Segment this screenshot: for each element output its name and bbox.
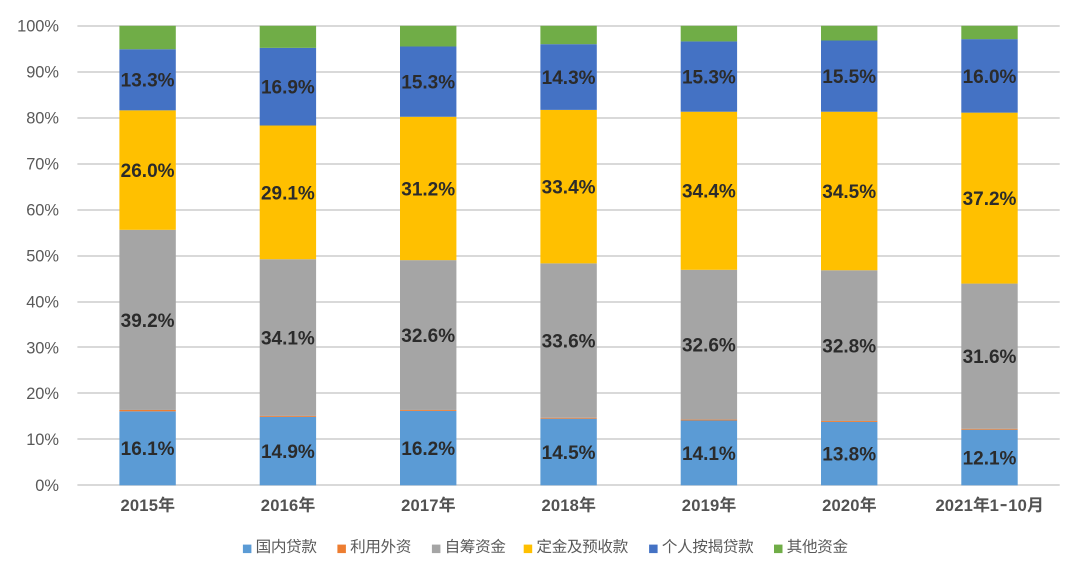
svg-text:12.1%: 12.1%: [963, 448, 1017, 469]
svg-text:32.6%: 32.6%: [682, 336, 736, 357]
svg-text:0: 0: [945, 496, 954, 515]
svg-text:6: 6: [289, 496, 298, 515]
svg-text:0: 0: [411, 496, 420, 515]
svg-text:34.1%: 34.1%: [261, 329, 315, 350]
svg-text:14.3%: 14.3%: [542, 68, 596, 89]
svg-text:20%: 20%: [26, 385, 59, 403]
svg-text:1: 1: [139, 496, 148, 515]
svg-text:37.2%: 37.2%: [963, 189, 1017, 210]
svg-text:50%: 50%: [26, 247, 59, 265]
svg-text:2: 2: [401, 496, 410, 515]
svg-text:2: 2: [121, 496, 130, 515]
svg-text:13.3%: 13.3%: [121, 71, 175, 92]
svg-text:1: 1: [990, 496, 999, 515]
svg-text:32.6%: 32.6%: [401, 326, 455, 347]
svg-text:16.2%: 16.2%: [401, 439, 455, 460]
svg-text:2: 2: [682, 496, 691, 515]
svg-text:16.0%: 16.0%: [963, 67, 1017, 88]
svg-text:5: 5: [149, 496, 158, 515]
svg-text:0: 0: [691, 496, 700, 515]
svg-text:40%: 40%: [26, 293, 59, 311]
svg-text:10%: 10%: [26, 431, 59, 449]
svg-text:1: 1: [701, 496, 710, 515]
svg-text:0: 0: [850, 496, 859, 515]
svg-text:14.9%: 14.9%: [261, 442, 315, 463]
svg-text:26.0%: 26.0%: [121, 161, 175, 182]
svg-text:33.6%: 33.6%: [542, 332, 596, 353]
svg-text:31.2%: 31.2%: [401, 179, 455, 200]
svg-text:100%: 100%: [17, 18, 59, 36]
svg-text:1: 1: [560, 496, 569, 515]
svg-text:2: 2: [261, 496, 270, 515]
svg-text:16.1%: 16.1%: [121, 439, 175, 460]
svg-text:0: 0: [551, 496, 560, 515]
svg-text:16.9%: 16.9%: [261, 78, 315, 99]
svg-text:31.6%: 31.6%: [963, 347, 1017, 368]
svg-text:2: 2: [954, 496, 963, 515]
svg-text:0%: 0%: [35, 477, 59, 495]
svg-text:33.4%: 33.4%: [542, 178, 596, 199]
svg-text:90%: 90%: [26, 64, 59, 82]
svg-text:14.5%: 14.5%: [542, 443, 596, 464]
svg-text:1: 1: [420, 496, 429, 515]
svg-text:30%: 30%: [26, 339, 59, 357]
svg-text:34.5%: 34.5%: [822, 182, 876, 203]
svg-text:1: 1: [1008, 496, 1017, 515]
svg-text:1: 1: [964, 496, 973, 515]
svg-text:80%: 80%: [26, 110, 59, 128]
svg-text:2: 2: [822, 496, 831, 515]
svg-text:8: 8: [570, 496, 579, 515]
svg-text:29.1%: 29.1%: [261, 183, 315, 204]
svg-text:0: 0: [270, 496, 279, 515]
svg-text:2: 2: [936, 496, 945, 515]
svg-text:70%: 70%: [26, 156, 59, 174]
svg-text:32.8%: 32.8%: [822, 337, 876, 358]
svg-text:13.8%: 13.8%: [822, 445, 876, 466]
svg-text:2: 2: [542, 496, 551, 515]
svg-text:2: 2: [841, 496, 850, 515]
svg-text:14.1%: 14.1%: [682, 444, 736, 465]
svg-text:39.2%: 39.2%: [121, 311, 175, 332]
svg-text:15.5%: 15.5%: [822, 67, 876, 88]
svg-text:15.3%: 15.3%: [682, 68, 736, 89]
svg-text:0: 0: [1018, 496, 1027, 515]
svg-text:0: 0: [832, 496, 841, 515]
svg-text:1: 1: [280, 496, 289, 515]
svg-text:0: 0: [130, 496, 139, 515]
svg-text:34.4%: 34.4%: [682, 182, 736, 203]
svg-text:60%: 60%: [26, 201, 59, 219]
svg-text:15.3%: 15.3%: [401, 73, 455, 94]
svg-text:9: 9: [710, 496, 719, 515]
svg-text:7: 7: [429, 496, 438, 515]
